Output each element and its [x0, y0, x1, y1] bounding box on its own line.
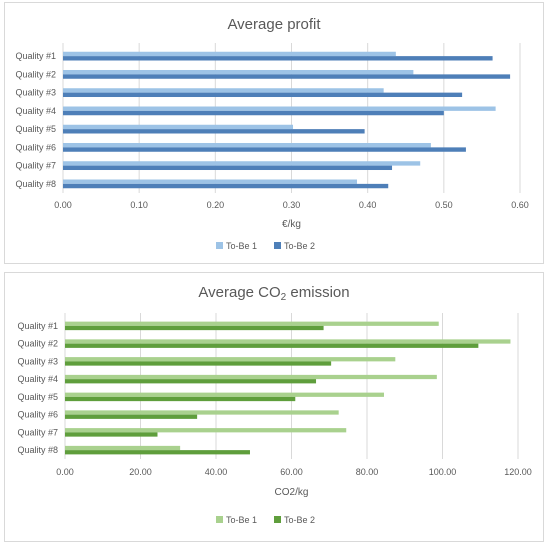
chart-title: Average CO2 emission — [198, 284, 349, 303]
bar — [65, 445, 181, 451]
bar — [63, 106, 496, 111]
bar — [63, 183, 389, 189]
bar — [65, 357, 396, 362]
x-tick-label: 0.50 — [435, 200, 453, 210]
category-label: Quality #3 — [17, 356, 58, 366]
bar — [63, 129, 365, 134]
average-co2-emission-chart-svg: Average CO2 emission 0.00 20.00 40.00 60.00 8… — [17, 284, 532, 525]
x-tick-label: 100.00 — [429, 467, 457, 477]
bar — [63, 51, 396, 57]
chart-title: Average profit — [227, 16, 321, 33]
legend-label: To-Be 2 — [284, 515, 315, 525]
legend-label: To-Be 2 — [284, 241, 315, 251]
category-label: Quality #7 — [15, 161, 56, 171]
bar — [65, 343, 479, 348]
legend-swatch — [274, 516, 281, 523]
category-label: Quality #8 — [17, 445, 58, 455]
category-label: Quality #4 — [15, 106, 56, 116]
legend-label: To-Be 1 — [226, 241, 257, 251]
x-tick-label: 0.60 — [511, 200, 529, 210]
bar — [63, 92, 463, 98]
bar — [63, 69, 414, 75]
bar — [65, 325, 324, 331]
category-label: Quality #5 — [17, 392, 58, 402]
x-axis-label: €/kg — [282, 219, 301, 230]
bar — [63, 74, 511, 79]
bar — [65, 361, 332, 366]
bar — [65, 414, 198, 419]
legend-swatch — [216, 516, 223, 523]
bar — [65, 392, 384, 397]
x-tick-label: 120.00 — [504, 467, 532, 477]
bar — [65, 428, 347, 433]
average-profit-chart: Average profit 0.00 0.10 0.20 0.30 0.40 0.50 0.… — [4, 2, 544, 264]
x-tick-label: 0.20 — [207, 200, 225, 210]
bar — [65, 396, 296, 402]
bar — [63, 147, 466, 152]
bar — [63, 161, 421, 166]
legend-swatch — [274, 242, 281, 249]
x-tick-label: 40.00 — [205, 467, 228, 477]
bar — [63, 110, 444, 116]
bar — [63, 165, 393, 171]
legend-label: To-Be 1 — [226, 515, 257, 525]
x-tick-label: 0.40 — [359, 200, 377, 210]
bar — [65, 432, 158, 437]
category-label: Quality #5 — [15, 124, 56, 134]
x-tick-label: 0.30 — [283, 200, 301, 210]
average-profit-chart-svg: Average profit 0.00 0.10 0.20 0.30 0.40 0.50 0.… — [15, 16, 529, 251]
average-co2-emission-chart: Average CO2 emission 0.00 20.00 40.00 60.00 8… — [4, 272, 544, 542]
bar — [65, 379, 317, 384]
category-label: Quality #2 — [15, 69, 56, 79]
category-label: Quality #8 — [15, 179, 56, 189]
bar — [65, 450, 250, 455]
category-label: Quality #2 — [17, 339, 58, 349]
legend-swatch — [216, 242, 223, 249]
x-tick-label: 0.10 — [130, 200, 148, 210]
category-label: Quality #6 — [17, 410, 58, 420]
bar — [65, 339, 511, 344]
category-label: Quality #1 — [15, 51, 56, 61]
bar — [63, 142, 431, 148]
bar — [63, 56, 493, 61]
category-label: Quality #3 — [15, 88, 56, 98]
x-tick-label: 0.00 — [56, 467, 74, 477]
bar — [63, 179, 358, 184]
bar — [65, 374, 437, 380]
bar — [65, 410, 339, 415]
category-label: Quality #7 — [17, 427, 58, 437]
x-tick-label: 0.00 — [54, 200, 72, 210]
category-label: Quality #6 — [15, 142, 56, 152]
x-tick-label: 20.00 — [129, 467, 152, 477]
bar — [63, 124, 294, 130]
x-tick-label: 60.00 — [280, 467, 303, 477]
bar — [63, 88, 384, 93]
bar — [65, 321, 439, 326]
category-label: Quality #1 — [17, 321, 58, 331]
x-tick-label: 80.00 — [356, 467, 379, 477]
category-label: Quality #4 — [17, 374, 58, 384]
x-axis-label: CO2/kg — [275, 487, 309, 498]
